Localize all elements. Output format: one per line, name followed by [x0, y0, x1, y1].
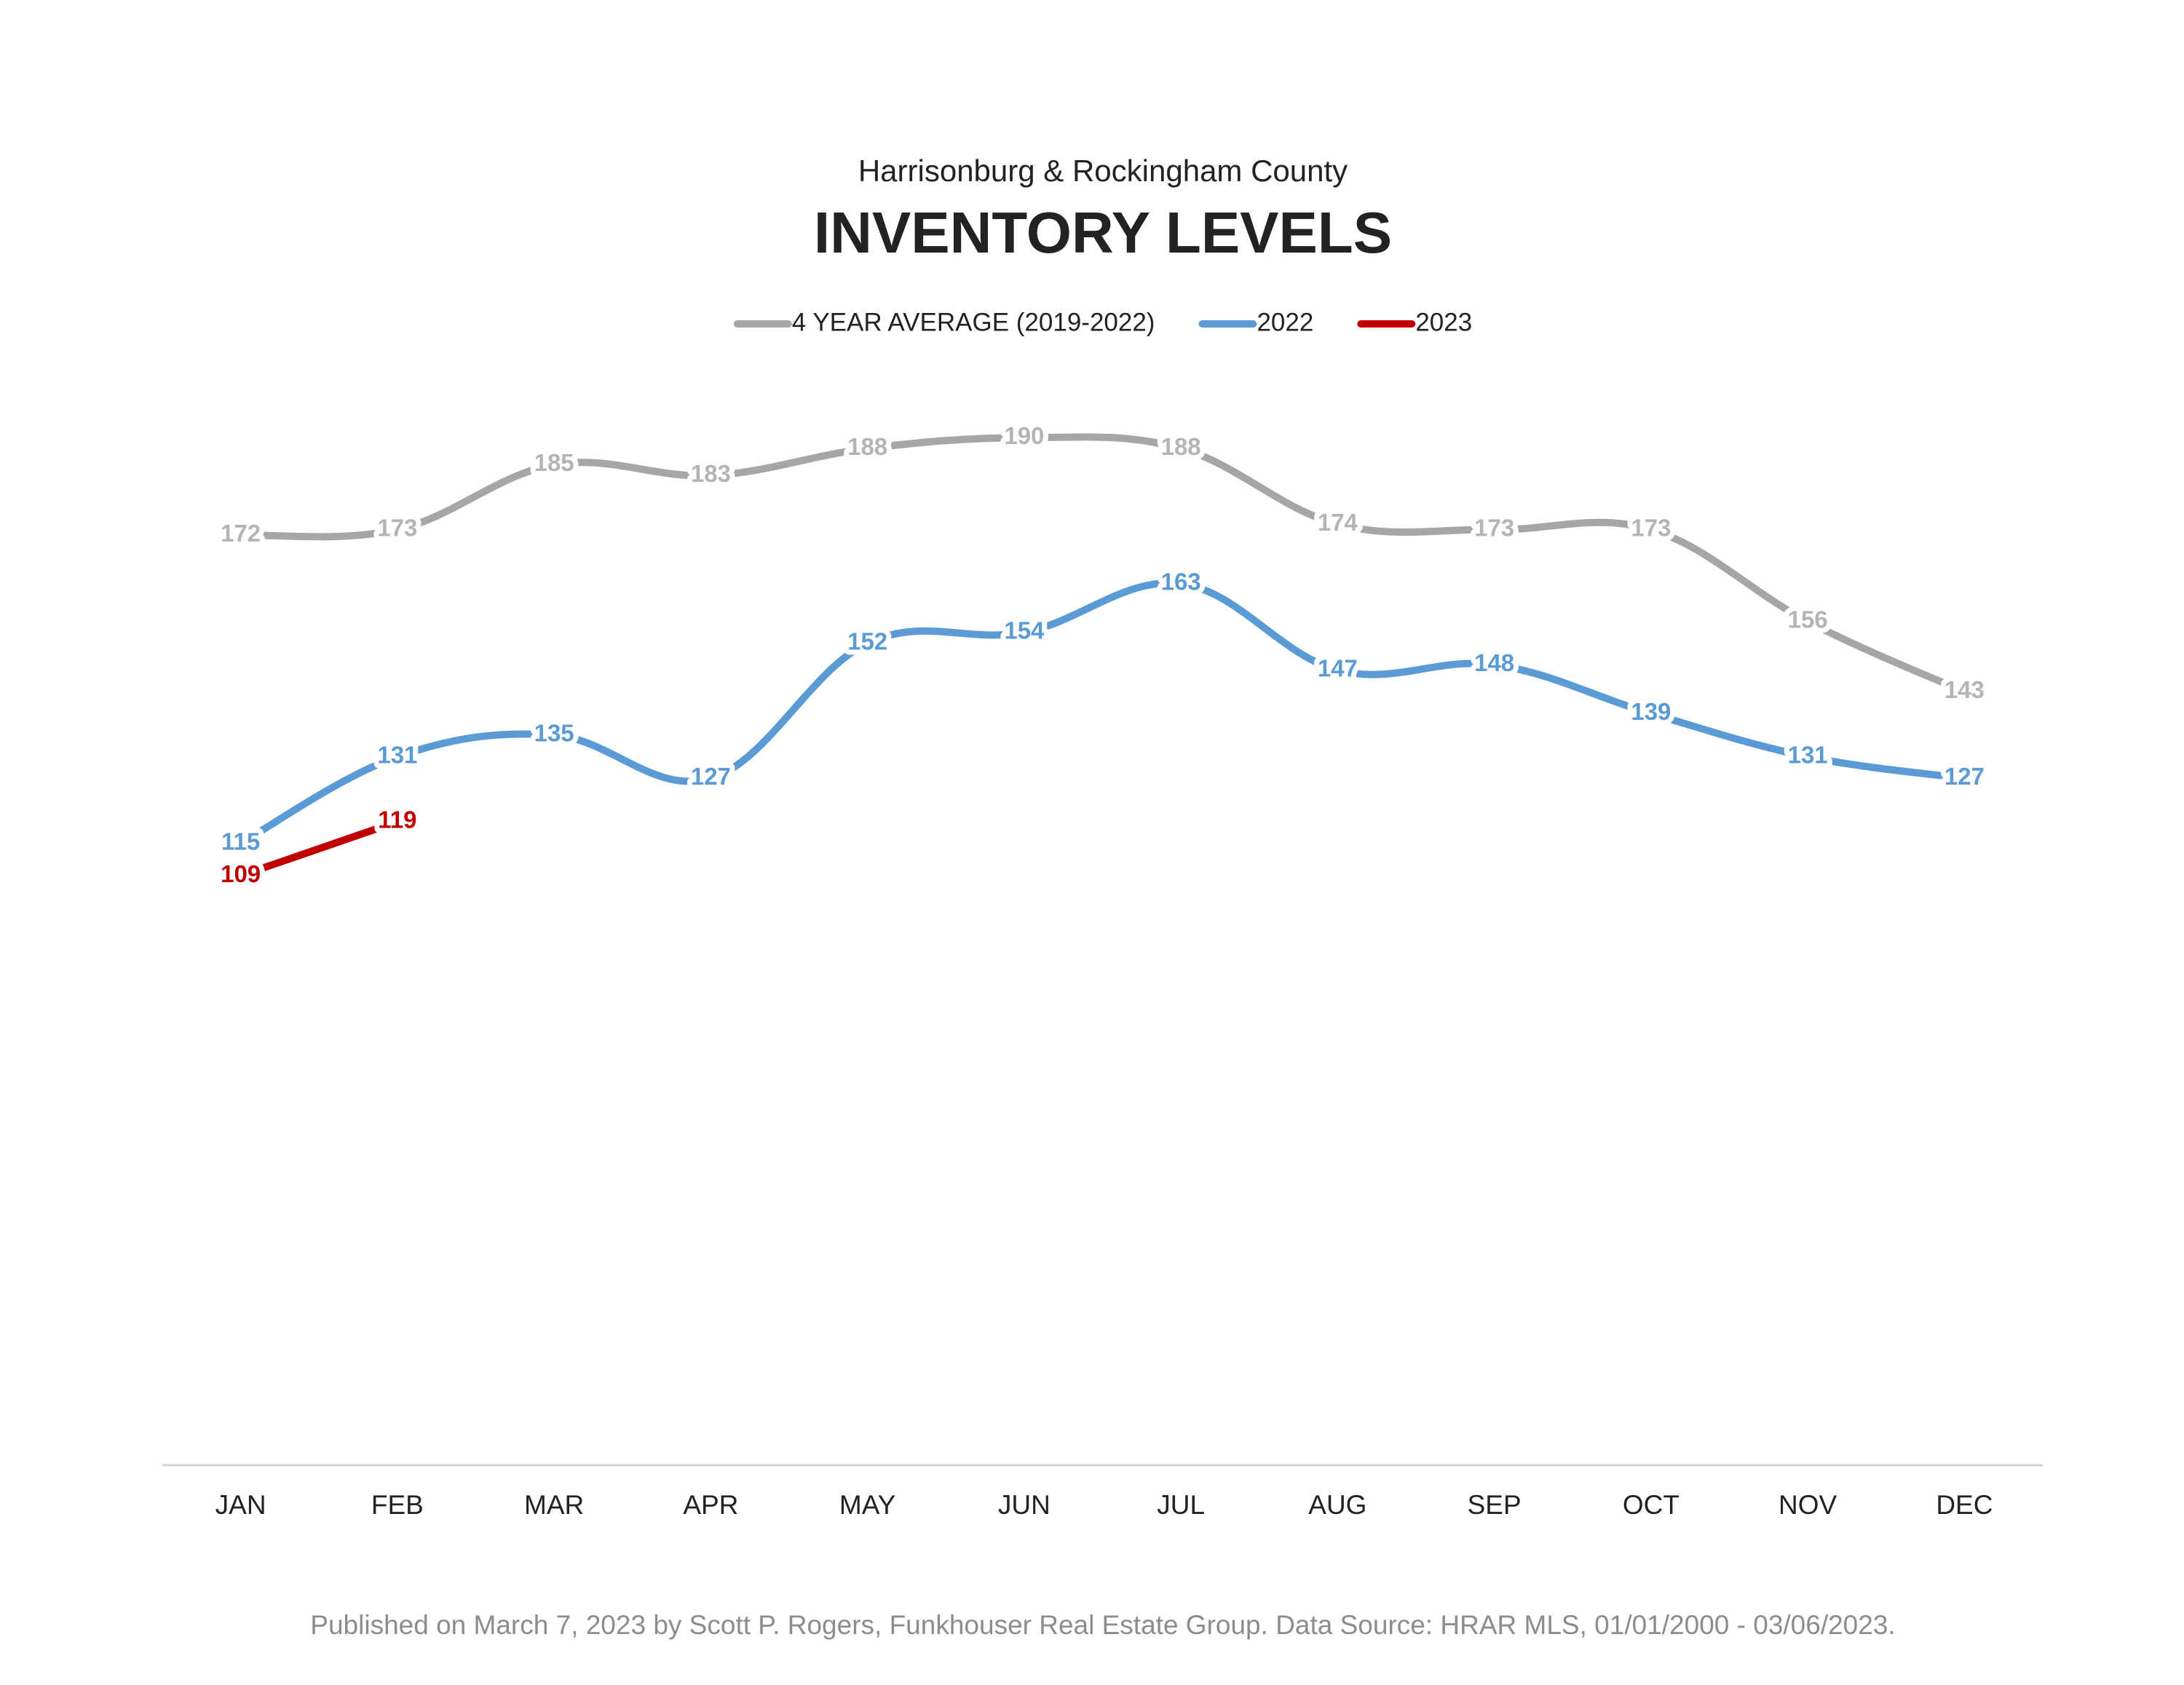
chart-subtitle: Harrisonburg & Rockingham County — [858, 154, 1348, 188]
data-label: 173 — [377, 514, 417, 541]
chart-title: INVENTORY LEVELS — [814, 200, 1392, 265]
data-label: 127 — [691, 763, 731, 790]
data-label: 190 — [1004, 422, 1044, 449]
data-label: 131 — [377, 741, 417, 768]
data-label: 119 — [378, 806, 416, 833]
x-tick-label: MAY — [839, 1490, 895, 1520]
data-label: 172 — [221, 520, 261, 547]
series-line — [239, 579, 1966, 847]
data-label: 147 — [1318, 655, 1358, 682]
data-label: 148 — [1474, 649, 1514, 676]
series-line — [239, 818, 399, 879]
legend-label: 4 YEAR AVERAGE (2019-2022) — [792, 308, 1155, 336]
data-label: 154 — [1004, 616, 1045, 643]
x-tick-label: NOV — [1779, 1490, 1837, 1520]
data-label: 135 — [534, 720, 574, 747]
data-label: 127 — [1944, 763, 1985, 790]
footnote: Published on March 7, 2023 by Scott P. R… — [310, 1610, 1895, 1640]
x-tick-label: JUL — [1157, 1490, 1205, 1520]
data-label: 156 — [1788, 606, 1828, 633]
x-tick-label: SEP — [1468, 1490, 1522, 1520]
x-tick-label: OCT — [1623, 1490, 1679, 1520]
data-label: 163 — [1161, 568, 1201, 595]
data-label: 183 — [691, 460, 731, 487]
data-label: 115 — [221, 828, 260, 855]
x-tick-label: JAN — [215, 1490, 266, 1520]
data-label: 152 — [847, 627, 887, 654]
data-label: 109 — [221, 860, 261, 887]
series-line — [240, 433, 1966, 696]
legend-label: 2023 — [1415, 308, 1472, 336]
data-label: 173 — [1631, 514, 1671, 541]
data-label: 174 — [1318, 509, 1358, 536]
data-label: 188 — [1161, 433, 1201, 460]
data-label: 143 — [1944, 676, 1985, 703]
x-tick-label: AUG — [1308, 1490, 1366, 1520]
x-tick-label: DEC — [1936, 1490, 1993, 1520]
legend-label: 2022 — [1257, 308, 1313, 336]
data-label: 139 — [1631, 698, 1671, 725]
data-label: 185 — [534, 449, 574, 476]
x-tick-label: JUN — [998, 1490, 1051, 1520]
x-tick-label: FEB — [371, 1490, 424, 1520]
x-tick-label: MAR — [524, 1490, 584, 1520]
x-tick-label: APR — [683, 1490, 738, 1520]
data-label: 188 — [847, 433, 887, 460]
data-label: 173 — [1474, 514, 1514, 541]
data-label: 131 — [1788, 741, 1828, 768]
